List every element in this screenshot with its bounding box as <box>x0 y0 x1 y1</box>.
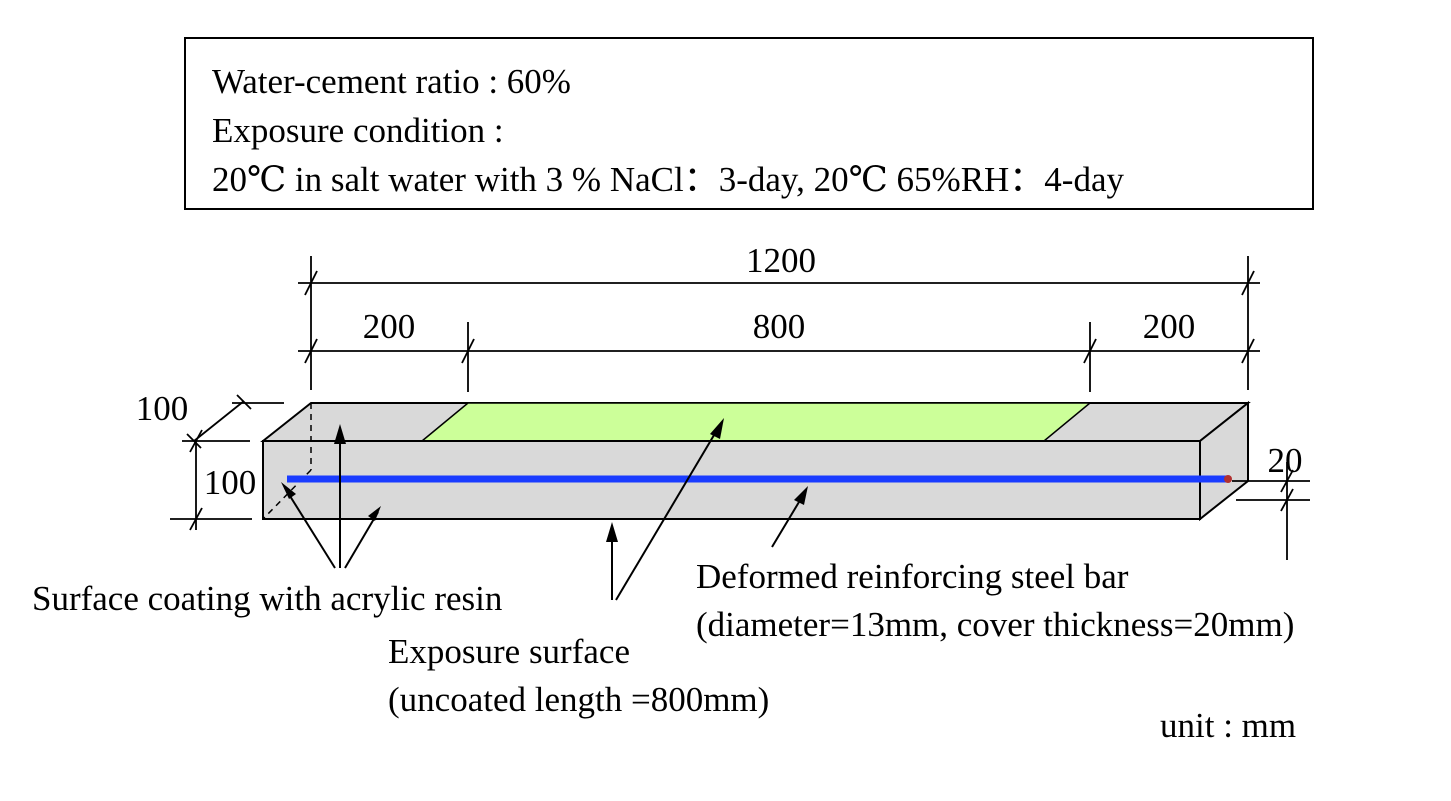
unit-label: unit : mm <box>1160 706 1296 745</box>
coating-leaders <box>284 428 379 569</box>
exposed-surface-area <box>419 402 1093 442</box>
steel-label-line2: (diameter=13mm, cover thickness=20mm) <box>696 605 1294 644</box>
coating-arrowheads <box>281 424 381 521</box>
dim-total-length <box>298 256 1260 390</box>
water-cement-ratio-text: Water-cement ratio : 60% <box>212 62 571 101</box>
dim-width-label: 100 <box>136 389 189 428</box>
exposure-label-line2: (uncoated length =800mm) <box>388 680 769 719</box>
dim-height-label: 100 <box>204 463 257 502</box>
dim-middle-label: 800 <box>753 307 806 346</box>
dim-left-label: 200 <box>363 307 416 346</box>
exposure-arrowheads <box>606 418 724 542</box>
dim-height <box>170 429 252 531</box>
dim-right-label: 200 <box>1143 307 1196 346</box>
dim-cover <box>1232 462 1310 560</box>
dim-width <box>182 394 284 449</box>
steel-bar-end <box>1224 475 1232 483</box>
coating-label: Surface coating with acrylic resin <box>32 579 502 618</box>
dim-cover-label: 20 <box>1268 441 1303 480</box>
exposure-condition-detail: 20℃ in salt water with 3 % NaCl：3-day, 2… <box>212 160 1124 199</box>
steel-arrowhead <box>794 486 808 505</box>
exposure-condition-heading: Exposure condition : <box>212 111 504 150</box>
exposure-label-line1: Exposure surface <box>388 632 630 671</box>
info-box: Water-cement ratio : 60% Exposure condit… <box>184 37 1314 210</box>
dim-segments <box>298 322 1260 392</box>
steel-label-line1: Deformed reinforcing steel bar <box>696 557 1129 596</box>
dim-total-label: 1200 <box>746 241 816 280</box>
